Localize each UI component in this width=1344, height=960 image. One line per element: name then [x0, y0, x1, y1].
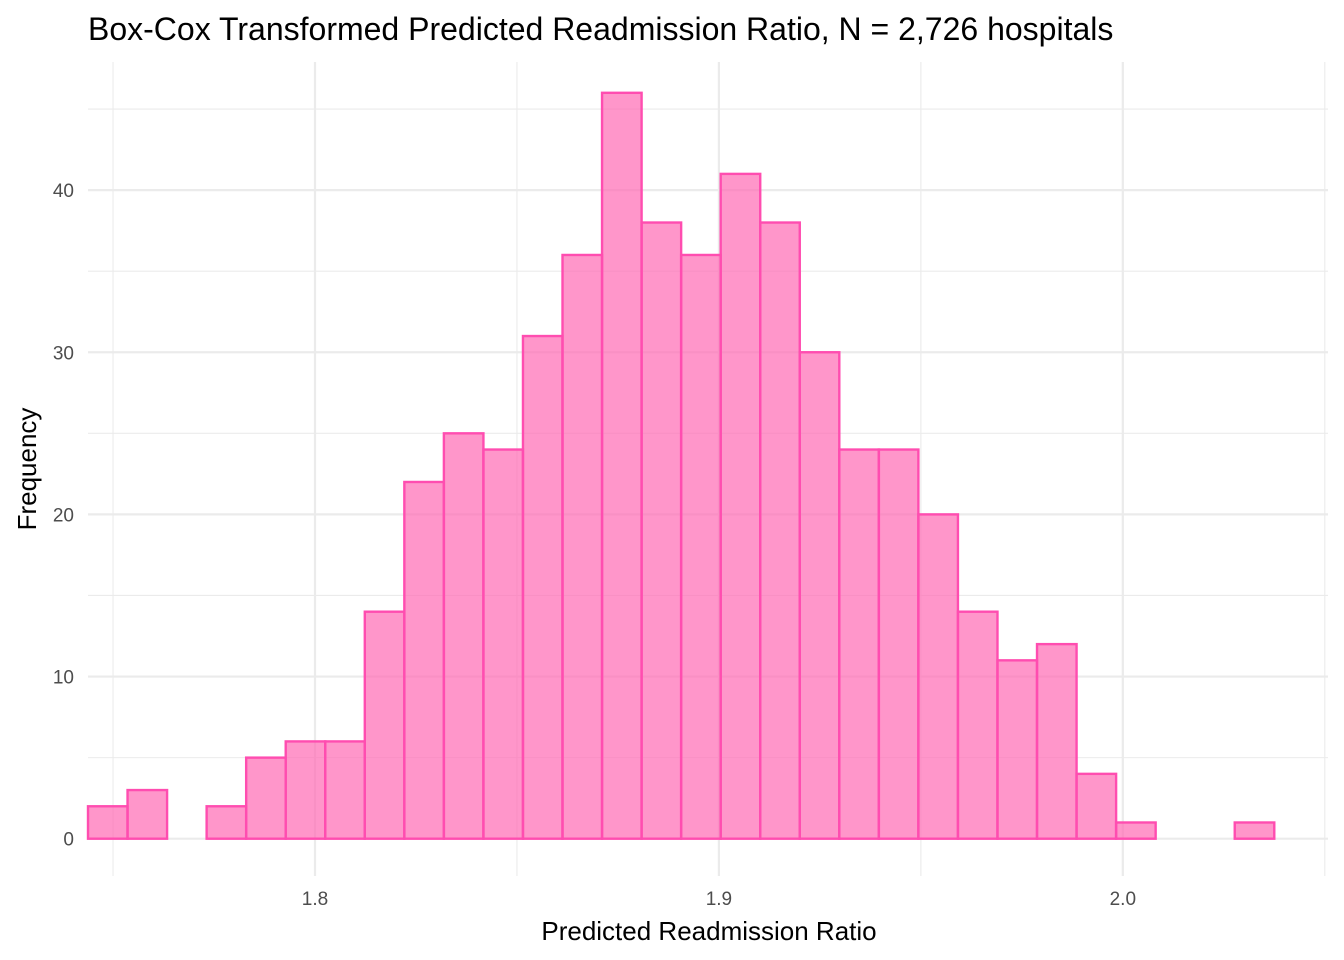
- y-tick-label: 10: [53, 668, 74, 689]
- x-tick-label: 1.8: [302, 889, 328, 910]
- y-tick-label: 20: [53, 505, 74, 526]
- histogram-bar: [126, 788, 169, 840]
- histogram-bar: [877, 448, 920, 840]
- histogram-bar: [482, 448, 525, 840]
- histogram-bar: [996, 659, 1039, 840]
- histogram-bar: [759, 221, 801, 840]
- histogram-bar: [324, 740, 366, 840]
- histogram-bar: [640, 221, 683, 840]
- histogram-bar: [284, 740, 327, 840]
- tick-labels: 1.8 1.9 2.0 0 10 20 30 40: [53, 181, 1136, 910]
- x-axis-title: Predicted Readmission Ratio: [541, 916, 876, 946]
- histogram-bar: [600, 91, 643, 840]
- histogram-bar: [917, 513, 960, 840]
- histogram-bar: [838, 448, 881, 840]
- histogram-bar: [521, 334, 564, 840]
- histogram-bar: [719, 172, 762, 840]
- histogram-bar: [679, 253, 722, 840]
- y-tick-label: 30: [53, 343, 74, 364]
- histogram-bar: [798, 351, 841, 840]
- histogram-bar: [1075, 772, 1118, 840]
- chart-title: Box-Cox Transformed Predicted Readmissio…: [88, 11, 1113, 47]
- histogram-bar: [1233, 821, 1276, 840]
- histogram-bar: [205, 805, 248, 840]
- histogram-bar: [363, 610, 406, 840]
- y-tick-label: 0: [63, 830, 74, 851]
- x-tick-label: 1.9: [706, 889, 732, 910]
- histogram-bar: [1114, 821, 1157, 840]
- histogram-bar: [403, 480, 446, 840]
- histogram-bar: [1035, 642, 1078, 840]
- x-tick-label: 2.0: [1110, 889, 1136, 910]
- histogram-bars: [86, 91, 1276, 840]
- histogram-bar: [86, 805, 129, 840]
- histogram-bar: [561, 253, 604, 840]
- y-axis-title: Frequency: [12, 408, 42, 531]
- histogram-bar: [956, 610, 999, 840]
- histogram-bar: [244, 756, 287, 840]
- histogram-bar: [442, 432, 485, 840]
- y-tick-label: 40: [53, 181, 74, 202]
